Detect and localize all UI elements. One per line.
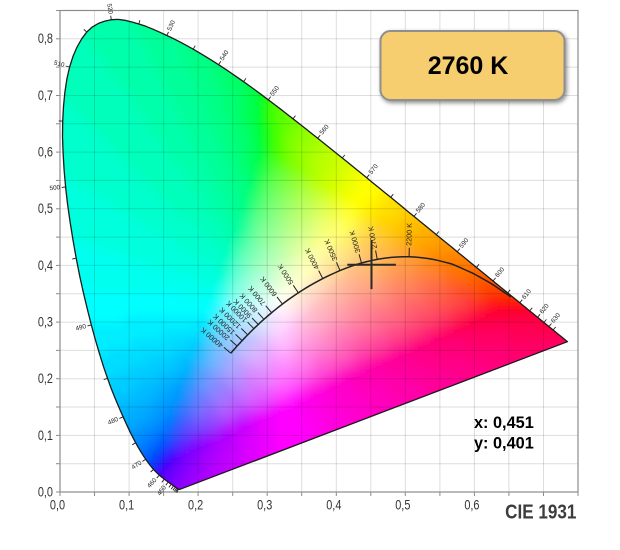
svg-text:0,0: 0,0 bbox=[50, 497, 65, 513]
svg-text:0,6: 0,6 bbox=[464, 497, 479, 513]
svg-text:0,3: 0,3 bbox=[257, 497, 272, 513]
svg-text:x: 0,451: x: 0,451 bbox=[474, 414, 534, 432]
svg-text:0,3: 0,3 bbox=[38, 314, 53, 330]
svg-text:450: 450 bbox=[156, 484, 168, 497]
svg-text:630: 630 bbox=[550, 312, 562, 325]
svg-text:2760 K: 2760 K bbox=[428, 52, 509, 80]
svg-text:0,0: 0,0 bbox=[38, 484, 53, 500]
svg-text:0,1: 0,1 bbox=[119, 497, 134, 513]
svg-text:520: 520 bbox=[105, 3, 114, 15]
svg-text:0,6: 0,6 bbox=[38, 144, 53, 160]
svg-text:0,5: 0,5 bbox=[395, 497, 410, 513]
svg-text:460: 460 bbox=[146, 477, 159, 490]
svg-text:CIE 1931: CIE 1931 bbox=[505, 500, 576, 523]
svg-text:2200 K: 2200 K bbox=[404, 223, 414, 246]
svg-text:610: 610 bbox=[521, 288, 533, 301]
svg-text:0,2: 0,2 bbox=[38, 371, 53, 387]
svg-text:2700 K: 2700 K bbox=[366, 225, 379, 249]
svg-text:600: 600 bbox=[494, 266, 506, 279]
svg-text:540: 540 bbox=[219, 49, 231, 62]
svg-text:530: 530 bbox=[166, 19, 177, 32]
svg-text:0,1: 0,1 bbox=[38, 428, 53, 444]
svg-text:470: 470 bbox=[130, 459, 143, 471]
svg-text:0,8: 0,8 bbox=[38, 31, 53, 47]
svg-text:0,4: 0,4 bbox=[326, 497, 341, 513]
svg-text:0,2: 0,2 bbox=[188, 497, 203, 513]
svg-text:0,7: 0,7 bbox=[38, 88, 53, 104]
svg-text:480: 480 bbox=[107, 416, 120, 427]
svg-text:570: 570 bbox=[368, 163, 380, 176]
svg-text:y: 0,401: y: 0,401 bbox=[474, 435, 534, 453]
svg-text:500: 500 bbox=[49, 184, 61, 192]
svg-text:590: 590 bbox=[458, 237, 470, 250]
svg-text:0,4: 0,4 bbox=[38, 258, 53, 274]
svg-text:490: 490 bbox=[75, 323, 88, 333]
svg-text:510: 510 bbox=[53, 60, 66, 70]
svg-text:560: 560 bbox=[319, 123, 331, 136]
svg-text:580: 580 bbox=[415, 201, 427, 214]
svg-text:0,5: 0,5 bbox=[38, 201, 53, 217]
svg-text:620: 620 bbox=[539, 302, 551, 315]
